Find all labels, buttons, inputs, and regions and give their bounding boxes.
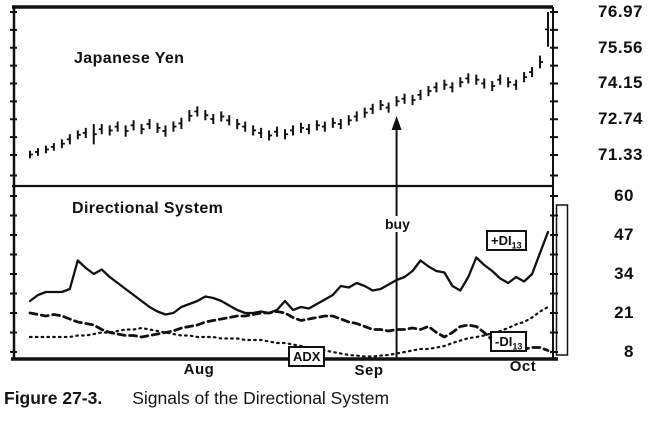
price-tick-label: 72.74 [597, 109, 643, 128]
minus-di-subscript: 13 [512, 341, 523, 352]
x-axis-month-oct: Oct [509, 358, 537, 375]
price-tick-label: 76.97 [597, 2, 643, 21]
figure-caption: Figure 27-3. Signals of the Directional S… [4, 388, 389, 409]
plus-di-label: +DI [491, 233, 512, 248]
indicator-tick-label: 8 [624, 342, 634, 361]
price-panel-title: Japanese Yen [74, 50, 185, 67]
adx-label: ADX [293, 349, 321, 364]
figure-caption-number: Figure 27-3. [4, 388, 103, 408]
series--DI13 [28, 310, 550, 352]
figure-caption-title: Signals of the Directional System [132, 388, 390, 408]
x-axis-month-sep: Sep [354, 362, 384, 379]
minus-di-label: -DI [495, 334, 513, 349]
plus-di-subscript: 13 [511, 240, 522, 251]
buy-signal-label: buy [383, 216, 412, 232]
series-+DI13 [28, 230, 550, 316]
indicator-lines [28, 230, 550, 358]
indicator-tick-label: 21 [614, 303, 634, 322]
indicator-tick-label: 60 [614, 186, 634, 205]
price-tick-label: 74.15 [597, 73, 643, 92]
buy-arrow [391, 116, 402, 358]
x-axis-month-aug: Aug [183, 361, 215, 378]
series-ADX [28, 305, 550, 358]
price-bars [29, 12, 549, 159]
indicator-tick-label: 47 [614, 225, 634, 244]
price-tick-label: 75.56 [597, 38, 643, 57]
minus-di-legend-box: -DI13 [490, 331, 528, 352]
plus-di-legend-box: +DI13 [486, 230, 527, 251]
price-tick-label: 71.33 [597, 145, 643, 164]
indicator-panel-title: Directional System [72, 200, 224, 217]
indicator-tick-label: 34 [614, 264, 634, 283]
adx-legend-box: ADX [288, 346, 326, 367]
axes-frame [10, 5, 569, 361]
